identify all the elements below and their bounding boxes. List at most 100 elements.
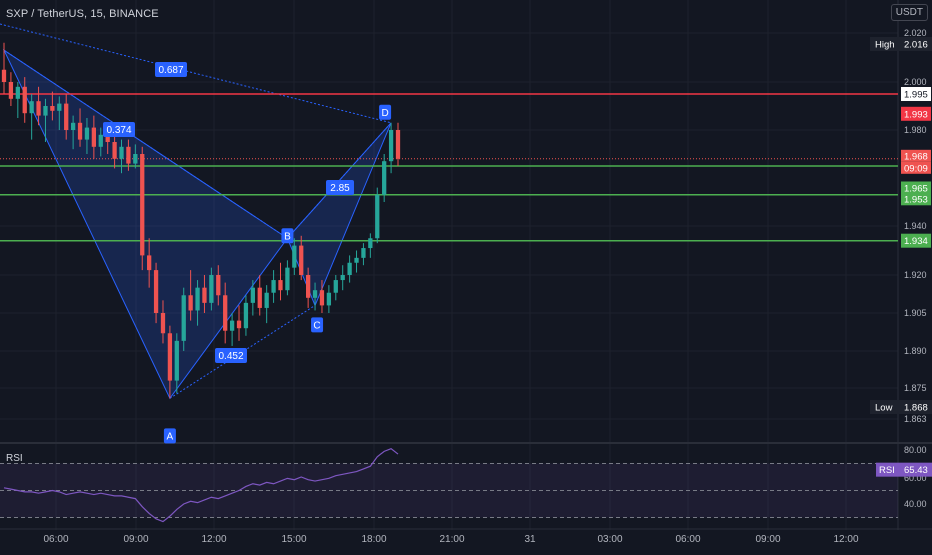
candle-body — [153, 270, 159, 313]
point-a-label-bg — [163, 428, 176, 444]
price-levels — [0, 93, 898, 242]
tag-last-price: 1.968 — [904, 151, 928, 162]
candle-body — [388, 130, 394, 162]
candle-body — [188, 295, 193, 311]
harmonic-pattern — [0, 23, 392, 400]
price-axis: 2.020 2.000 1.980 1.940 1.920 1.905 1.890 1.875… — [904, 28, 927, 424]
candle-body — [98, 134, 103, 147]
candle-body — [354, 257, 359, 263]
tag-last-price-bg — [901, 149, 931, 162]
candle-body — [243, 302, 249, 329]
candle-body — [195, 287, 200, 311]
tag-1934: 1.934 — [904, 236, 928, 247]
pattern-triangle-xab — [2, 48, 289, 400]
high-tag-value: 2.016 — [904, 40, 928, 51]
time-tick-label: 09:00 — [755, 534, 780, 545]
candle-body — [43, 106, 48, 116]
price-tick-label: 2.020 — [904, 28, 927, 38]
price-tick-label: 2.000 — [904, 77, 927, 87]
ratio-ac-label: 0.452 — [218, 351, 243, 362]
tag-1993-bg — [901, 106, 931, 121]
time-tick-label: 06:00 — [675, 534, 700, 545]
rsi-tick-label: 60.00 — [904, 473, 927, 483]
candle-body — [250, 287, 255, 303]
candle-body — [209, 275, 214, 303]
tag-1993: 1.993 — [904, 109, 928, 120]
candle-body — [147, 255, 152, 271]
candle-body — [202, 287, 207, 303]
candle-body — [236, 320, 242, 329]
price-tick-label: 1.920 — [904, 270, 927, 280]
time-tick-label: 21:00 — [439, 534, 464, 545]
time-tick-label: 09:00 — [123, 534, 148, 545]
time-tick-label: 18:00 — [361, 534, 386, 545]
candle-body — [112, 142, 117, 159]
candle-body — [36, 101, 41, 116]
chart-title: SXP / TetherUS, 15, BINANCE — [6, 8, 159, 20]
candle-body — [361, 248, 366, 258]
candle-body — [105, 134, 110, 142]
tag-1934-bg — [901, 233, 931, 248]
currency-button[interactable]: USDT — [890, 4, 928, 21]
rsi-value-tag-label: RSI — [879, 465, 895, 476]
price-tick-label: 1.890 — [904, 346, 927, 356]
candle-body — [216, 275, 221, 296]
ratio-bd-label: 2.85 — [330, 183, 350, 194]
price-tick-label: 1.905 — [904, 308, 927, 318]
point-b-label: B — [284, 231, 291, 242]
candle-body — [64, 103, 69, 130]
pattern-ac-line — [169, 304, 316, 399]
candle-body — [285, 267, 290, 291]
candle-body — [8, 82, 14, 99]
candle-body — [299, 245, 304, 275]
time-tick-label: 15:00 — [281, 534, 306, 545]
candle-body — [84, 127, 90, 140]
candle-body — [223, 295, 228, 331]
candle-body — [15, 86, 20, 99]
tag-1953-bg — [901, 192, 931, 206]
price-tick-label: 1.940 — [904, 221, 927, 231]
time-tick-label: 12:00 — [833, 534, 858, 545]
candle-body — [29, 101, 34, 114]
ratio-xd-label: 0.687 — [158, 65, 183, 76]
rsi-value-tag-bg — [876, 462, 932, 477]
time-axis: 06:00 09:00 12:00 15:00 18:00 21:00 31 03:00 06:… — [43, 534, 858, 545]
low-tag-value: 1.868 — [904, 403, 928, 414]
rsi-pane-label: RSI — [6, 453, 23, 464]
candle-body — [312, 290, 318, 298]
rsi-tick-label: 40.00 — [904, 499, 927, 509]
ratio-bd-label-bg — [326, 180, 354, 195]
point-a-label: A — [167, 431, 174, 442]
price-tick-label: 1.980 — [904, 125, 927, 135]
candle-body — [347, 262, 352, 275]
high-tag-bg — [870, 37, 932, 51]
candle-body — [174, 340, 179, 381]
tag-1965-bg — [901, 181, 931, 195]
candle-body — [292, 245, 297, 268]
candle-body — [70, 122, 76, 130]
time-tick-label: 12:00 — [201, 534, 226, 545]
point-b-label-bg — [281, 228, 294, 244]
price-tick-label: 1.863 — [904, 414, 927, 424]
low-tag-label: Low — [875, 403, 893, 414]
candle-body — [91, 127, 97, 147]
candle-body — [229, 320, 235, 331]
candle-body — [340, 275, 345, 281]
point-c-label: C — [313, 320, 320, 331]
ratio-ac-label-bg — [215, 348, 247, 363]
tag-1953: 1.953 — [904, 194, 928, 205]
ratio-xd-label-bg — [155, 62, 187, 77]
candle-body — [22, 86, 27, 114]
candle-body — [181, 295, 186, 341]
tag-1995-bg — [901, 87, 931, 101]
candle-body — [126, 146, 131, 164]
candle-body — [167, 333, 173, 381]
point-c-label-bg — [311, 317, 324, 333]
time-tick-label: 31 — [524, 534, 536, 545]
candle-body — [382, 161, 387, 195]
grid-lines — [0, 0, 898, 530]
candle-body — [160, 313, 166, 334]
candle-body — [50, 106, 55, 111]
